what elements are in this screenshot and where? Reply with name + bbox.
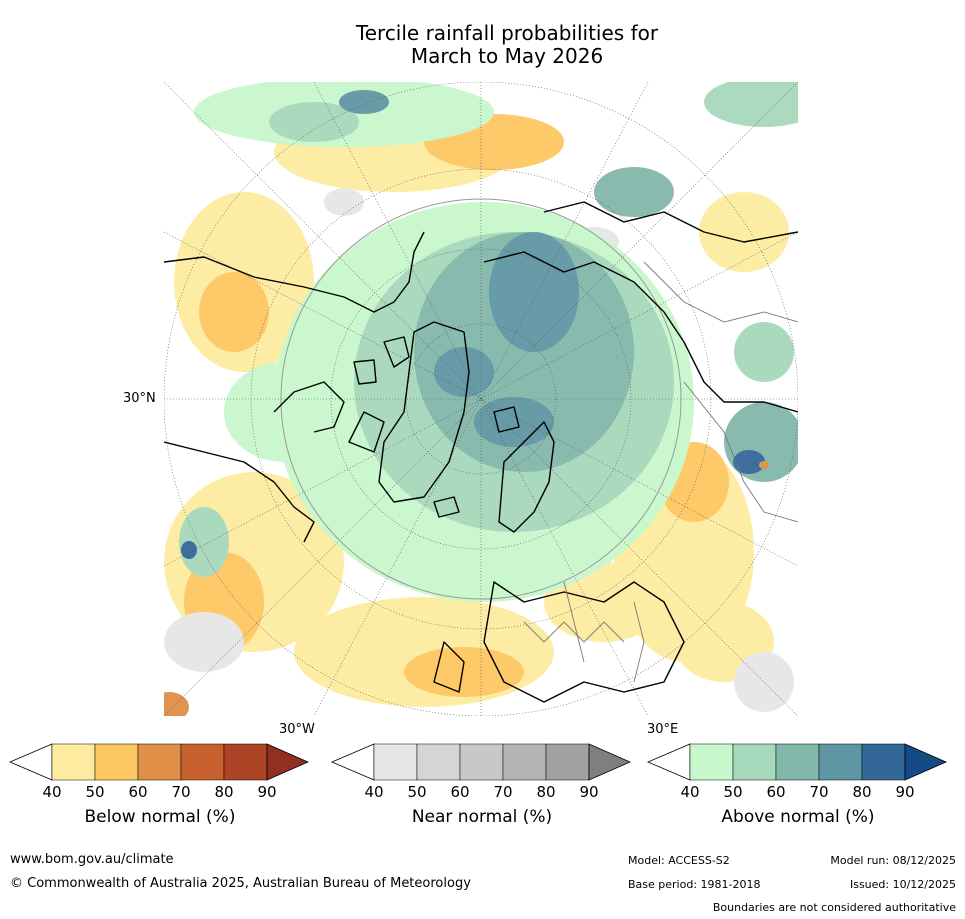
near-region [324,188,364,216]
above-region [434,347,494,397]
colorbar-above-bin-3 [775,743,820,781]
above-region [733,450,765,474]
borders [523,261,798,683]
colorbar-below-upper-extension [266,743,309,781]
colorbar-above-tick: 40 [680,783,700,801]
below-region [199,272,269,352]
colorbar-near-ticks: 40 50 60 70 80 90 [332,783,632,803]
colorbar-above [646,743,948,781]
colorbar-near-bin-5 [545,743,590,781]
colorbar-above-ticks: 40 50 60 70 80 90 [648,783,948,803]
title-line-2: March to May 2026 [410,44,604,68]
colorbar-near-tick: 80 [536,783,556,801]
chart-title: Tercile rainfall probabilities for March… [0,22,965,68]
colorbar-above-lower-extension [646,743,691,781]
above-region [181,541,197,559]
copyright-text: © Commonwealth of Australia 2025, Austra… [10,876,471,891]
above-region [594,167,674,217]
near-region [164,612,244,672]
colorbar-near-lower-extension [330,743,375,781]
probability-field [164,82,798,716]
longitude-right-label: 30°E [647,722,679,737]
above-region [224,362,344,462]
graticule [164,82,798,716]
above-region [339,90,389,114]
polar-map [164,82,798,716]
colorbar-below-tick: 50 [85,783,105,801]
colorbar-above-tick: 70 [809,783,829,801]
website-link[interactable]: www.bom.gov.au/climate [10,852,174,867]
above-region [489,232,579,352]
colorbar-below-tick: 70 [171,783,191,801]
colorbar-above-svg [646,743,947,781]
colorbar-below-tick: 60 [128,783,148,801]
title-line-1: Tercile rainfall probabilities for [355,21,659,45]
colorbar-below-label: Below normal (%) [84,807,236,827]
colorbar-near-tick: 60 [450,783,470,801]
colorbar-near-bin-1 [373,743,418,781]
below-region [404,647,524,697]
colorbar-below [8,743,310,781]
colorbar-below-lower-extension [8,743,53,781]
colorbar-near-bin-4 [502,743,547,781]
colorbar-below-bin-2 [94,743,139,781]
colorbar-below-bin-5 [223,743,268,781]
colorbar-near-tick: 90 [579,783,599,801]
colorbar-near [330,743,632,781]
colorbar-below-ticks: 40 50 60 70 80 90 [10,783,310,803]
above-region [734,322,794,382]
above-region [179,507,229,577]
above-region [724,402,798,482]
latitude-label: 30°N [123,391,156,406]
model-text: Model: ACCESS-S2 [628,854,730,867]
disclaimer-text: Boundaries are not considered authoritat… [712,901,956,914]
colorbar-below-bin-4 [180,743,225,781]
colorbar-near-bin-3 [459,743,504,781]
above-region [269,102,359,142]
colorbar-above-tick: 60 [766,783,786,801]
near-region [734,652,794,712]
colorbar-above-upper-extension [904,743,947,781]
colorbar-above-bin-1 [689,743,734,781]
colorbar-near-tick: 40 [364,783,384,801]
above-region [474,397,554,447]
below-region [759,461,769,469]
coastlines [164,201,798,703]
colorbar-above-bin-2 [732,743,777,781]
colorbar-near-svg [330,743,631,781]
colorbar-near-tick: 70 [493,783,513,801]
colorbar-below-bin-1 [51,743,96,781]
colorbar-below-bin-3 [137,743,182,781]
longitude-left-label: 30°W [279,722,315,737]
colorbar-above-tick: 90 [895,783,915,801]
colorbar-above-bin-4 [818,743,863,781]
colorbar-near-label: Near normal (%) [411,807,553,827]
colorbar-below-tick: 80 [214,783,234,801]
colorbar-above-bin-5 [861,743,906,781]
base-period-text: Base period: 1981-2018 [628,878,761,891]
model-run-text: Model run: 08/12/2025 [830,854,956,867]
colorbar-above-tick: 80 [852,783,872,801]
colorbar-near-bin-2 [416,743,461,781]
above-region [704,82,798,127]
below-region [164,692,189,716]
colorbar-below-svg [8,743,309,781]
issued-text: Issued: 10/12/2025 [849,878,956,891]
colorbar-below-tick: 40 [42,783,62,801]
colorbar-above-tick: 50 [723,783,743,801]
circle-30n [280,198,682,600]
below-region [699,192,789,272]
colorbar-near-upper-extension [588,743,631,781]
map-svg [164,82,798,716]
colorbar-below-tick: 90 [257,783,277,801]
colorbar-above-label: Above normal (%) [721,807,875,827]
colorbar-near-tick: 50 [407,783,427,801]
